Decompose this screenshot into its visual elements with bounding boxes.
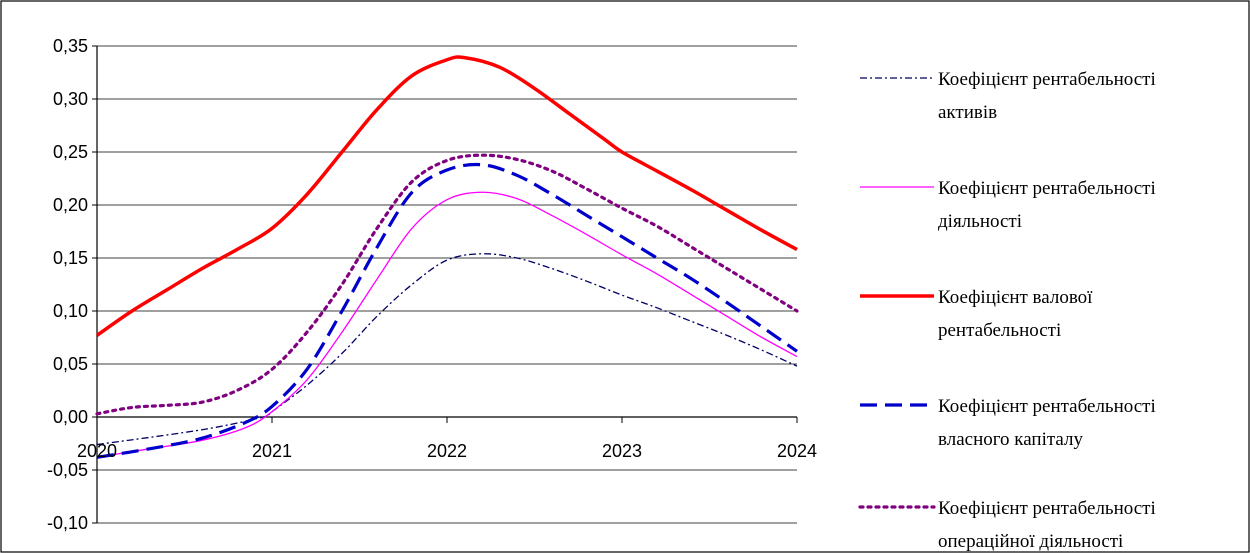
- legend-label: операційної діяльності: [938, 531, 1123, 552]
- series-lines: [95, 55, 799, 459]
- legend-label: Коефіцієнт рентабельності: [938, 69, 1156, 90]
- x-tick-label: 2020: [77, 441, 117, 461]
- legend-item-5: Коефіцієнт рентабельності операційної дія…: [858, 498, 1156, 552]
- tick-labels: -0,10 -0,05 0,00 0,05 0,10 0,15 0,20 0,25 0,30 0,…: [47, 36, 817, 533]
- series-line-3: [95, 55, 798, 337]
- series-line-2: [96, 191, 798, 458]
- y-tick-label: 0,15: [53, 248, 88, 268]
- y-tick-label: 0,00: [53, 407, 88, 427]
- series-line-5: [95, 153, 799, 416]
- legend-label: Коефіцієнт рентабельності: [938, 178, 1156, 199]
- legend-label: власного капіталу: [938, 429, 1083, 450]
- y-tick-label: 0,20: [53, 195, 88, 215]
- legend-item-1: Коефіцієнт рентабельності активів: [860, 69, 1156, 123]
- legend-label: діяльності: [938, 211, 1022, 232]
- legend-label: рентабельності: [938, 320, 1061, 341]
- x-tick-label: 2024: [777, 441, 817, 461]
- x-tick-label: 2021: [252, 441, 292, 461]
- legend: Коефіцієнт рентабельностіактивівКоефіціє…: [858, 69, 1156, 552]
- legend-label: Коефіцієнт рентабельності: [938, 396, 1156, 417]
- x-tick-label: 2022: [427, 441, 467, 461]
- series-line-4: [96, 162, 798, 459]
- legend-label: активів: [938, 102, 997, 123]
- y-tick-label: -0,10: [47, 513, 88, 533]
- y-tick-label: 0,10: [53, 301, 88, 321]
- x-tick-label: 2023: [602, 441, 642, 461]
- gridlines: [97, 45, 797, 524]
- y-tick-label: 0,30: [53, 89, 88, 109]
- y-tick-label: -0,05: [47, 460, 88, 480]
- axes: [92, 45, 798, 524]
- legend-item-4: Коефіцієнт рентабельності власного капіта…: [860, 396, 1156, 450]
- legend-label: Коефіцієнт рентабельності: [938, 498, 1156, 519]
- y-tick-label: 0,35: [53, 36, 88, 56]
- legend-label: Коефіцієнт валової: [938, 287, 1093, 308]
- legend-item-2: Коефіцієнт рентабельності діяльності: [860, 178, 1156, 232]
- y-tick-label: 0,25: [53, 142, 88, 162]
- y-tick-label: 0,05: [53, 354, 88, 374]
- legend-item-3: Коефіцієнт валової рентабельності: [860, 287, 1093, 341]
